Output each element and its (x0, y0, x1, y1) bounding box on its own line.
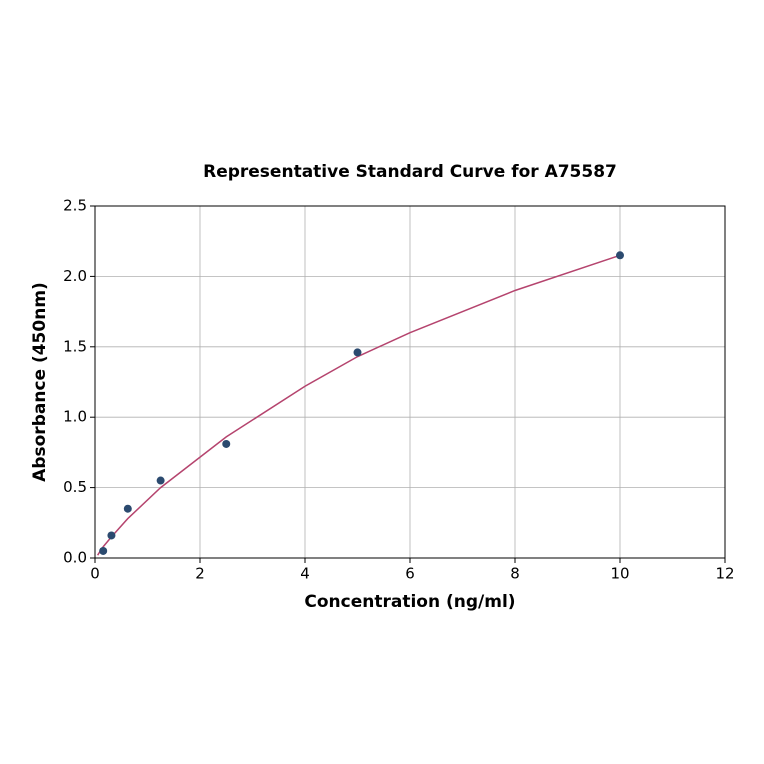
chart-title: Representative Standard Curve for A75587 (203, 162, 617, 182)
x-tick-label: 4 (300, 565, 310, 583)
data-point (107, 531, 116, 540)
x-tick-label: 12 (715, 565, 734, 583)
y-tick-label: 0.0 (63, 549, 87, 567)
data-point (156, 476, 165, 485)
data-point (99, 546, 108, 555)
y-tick-label: 0.5 (63, 478, 87, 496)
y-tick-label: 1.0 (63, 408, 87, 426)
data-point (222, 439, 231, 448)
data-point (353, 348, 362, 357)
data-point (616, 251, 624, 260)
x-tick-label: 8 (510, 565, 520, 583)
y-tick-label: 2.0 (63, 267, 87, 285)
y-axis-label: Absorbance (450nm) (30, 282, 50, 482)
y-tick-label: 2.5 (63, 197, 87, 215)
x-tick-label: 10 (610, 565, 629, 583)
data-point (123, 504, 132, 513)
x-tick-label: 6 (405, 565, 415, 583)
x-tick-label: 2 (195, 565, 205, 583)
x-tick-label: 0 (90, 565, 100, 583)
y-tick-label: 1.5 (63, 337, 87, 355)
fit-curve (96, 254, 621, 556)
plot-frame (94, 205, 726, 559)
x-axis-label: Concentration (ng/ml) (304, 592, 515, 612)
